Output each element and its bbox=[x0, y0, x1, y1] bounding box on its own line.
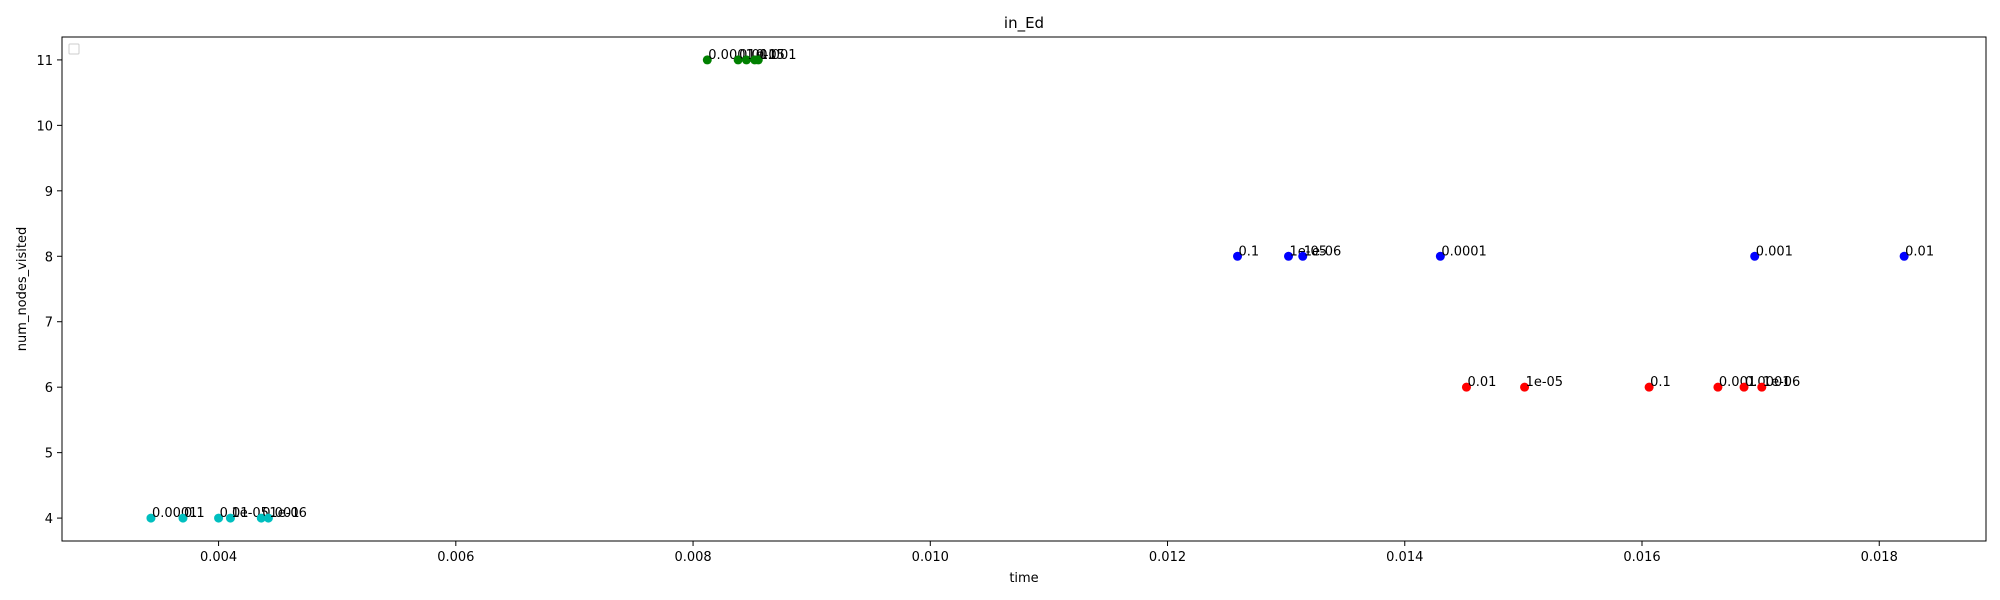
x-tick-label: 0.006 bbox=[437, 550, 474, 565]
data-label: 0.001 bbox=[759, 48, 796, 63]
x-tick-label: 0.004 bbox=[200, 550, 237, 565]
legend-box bbox=[68, 43, 80, 55]
data-point bbox=[1284, 251, 1294, 261]
x-tick-label: 0.012 bbox=[1149, 550, 1186, 565]
data-point bbox=[733, 55, 743, 65]
data-label: 0.1 bbox=[1650, 375, 1671, 390]
data-point bbox=[178, 513, 188, 523]
data-label: 0.1 bbox=[184, 506, 205, 521]
data-point bbox=[702, 55, 712, 65]
y-tick-label: 9 bbox=[45, 185, 53, 200]
y-tick-label: 10 bbox=[36, 119, 53, 134]
data-point bbox=[1298, 251, 1308, 261]
data-label: 0.0001 bbox=[1441, 244, 1487, 259]
x-axis: 0.004 0.006 0.008 0.010 0.012 0.014 0.016 0.018 bbox=[200, 541, 1898, 565]
y-tick-label: 8 bbox=[45, 250, 53, 265]
data-point bbox=[225, 513, 235, 523]
data-point bbox=[214, 513, 224, 523]
data-label: 0.1 bbox=[1239, 244, 1260, 259]
data-point bbox=[753, 55, 763, 65]
data-label: 1e-06 bbox=[269, 506, 307, 521]
data-point bbox=[146, 513, 156, 523]
data-point bbox=[1644, 382, 1654, 392]
y-tick-label: 7 bbox=[45, 316, 53, 331]
y-tick-label: 5 bbox=[45, 447, 53, 462]
data-label: 0.01 bbox=[1905, 244, 1934, 259]
data-point bbox=[1233, 251, 1243, 261]
data-point bbox=[256, 513, 266, 523]
data-point bbox=[741, 55, 751, 65]
x-tick-label: 0.008 bbox=[674, 550, 711, 565]
y-axis-label: num_nodes_visited bbox=[15, 227, 30, 351]
data-point bbox=[1899, 251, 1909, 261]
data-point bbox=[1750, 251, 1760, 261]
data-label: 1e-06 bbox=[1304, 244, 1342, 259]
chart-title: in_Ed bbox=[1004, 14, 1044, 33]
data-point bbox=[1739, 382, 1749, 392]
data-label: 0.001 bbox=[1756, 244, 1793, 259]
y-tick-label: 11 bbox=[36, 54, 53, 69]
x-axis-label: time bbox=[1009, 571, 1038, 586]
x-tick-label: 0.010 bbox=[912, 550, 949, 565]
x-tick-label: 0.018 bbox=[1861, 550, 1898, 565]
y-tick-label: 6 bbox=[45, 381, 53, 396]
plot-frame bbox=[61, 36, 1987, 542]
y-tick-label: 4 bbox=[45, 512, 53, 527]
data-point bbox=[1461, 382, 1471, 392]
data-point bbox=[1713, 382, 1723, 392]
x-tick-label: 0.016 bbox=[1623, 550, 1660, 565]
data-point bbox=[1435, 251, 1445, 261]
x-tick-label: 0.014 bbox=[1386, 550, 1423, 565]
data-point bbox=[1520, 382, 1530, 392]
data-point bbox=[263, 513, 273, 523]
data-label: 1e-05 bbox=[1526, 375, 1564, 390]
data-point bbox=[1757, 382, 1767, 392]
data-label: 0.0001 bbox=[1745, 375, 1791, 390]
y-axis: 4 5 6 7 8 9 10 11 bbox=[36, 54, 62, 527]
data-label: 1e-06 bbox=[1763, 375, 1801, 390]
data-label: 0.01 bbox=[1467, 375, 1496, 390]
